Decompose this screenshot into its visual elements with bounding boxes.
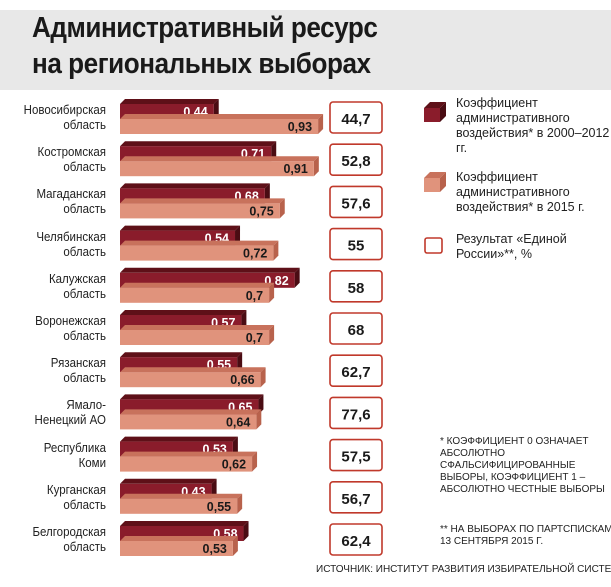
region-label-line-1: Костромская [37,145,106,160]
bar-label-series2: 0,64 [226,415,250,429]
region-label-line-2: Ненецкий АО [34,413,106,428]
region-label-line-1: Воронежская [35,314,106,328]
legend-label-series1: Коэффициент административного воздействи… [456,96,610,155]
result-box [329,396,383,430]
bar-series2 [120,282,275,303]
result-box [329,312,383,345]
region-label: Костромская область [8,145,106,175]
region-label-line-1: Белгородская [32,525,106,539]
region-label: Рязанская область [8,356,106,386]
region-label-line-2: область [63,286,106,301]
chart-title-line-1: Административный ресурс [32,12,378,44]
region-label-line-2: область [63,371,106,386]
result-value: 58 [348,280,365,297]
result-value: 62,7 [341,364,370,381]
region-label: Воронежская область [8,314,106,344]
legend-label-result: Результат «Единой России»**, % [456,232,567,261]
region-label-line-2: область [63,202,106,217]
region-label: Ямало- Ненецкий АО [8,398,106,428]
bar-label-series2: 0,7 [246,289,263,303]
result-box [329,143,383,176]
bar-label-series2: 0,7 [246,331,263,345]
bar-label-series2: 0,66 [230,373,254,387]
region-label-line-1: Республика [43,440,106,455]
region-label: Республика Коми [8,441,106,471]
legend-label-series2: Коэффициент административного воздействи… [456,170,585,214]
result-box [329,480,383,514]
bar-series2 [120,198,285,219]
region-label: Челябинская область [8,230,106,260]
region-label-line-2: область [63,160,106,175]
bar-label-series2: 0,93 [288,120,312,134]
region-label-line-1: Ямало- [66,398,106,413]
bar-series2 [120,367,266,388]
result-value: 57,6 [341,195,370,212]
result-value: 68 [348,322,365,339]
bar-series2 [120,451,258,472]
region-label-line-1: Челябинская [36,229,106,244]
bar-series2 [120,409,262,430]
title-block: Административный ресурс на региональных … [0,0,611,92]
chart-title-line-2: на региональных выборах [32,48,371,80]
result-value: 77,6 [341,406,370,423]
region-label-line-2: область [63,118,106,132]
bar-series2 [120,493,243,514]
result-box [329,269,383,303]
legend-swatch-series1 [424,102,446,122]
source-note: Источник: Институт развития избирательно… [316,564,611,575]
legend-swatch-result [424,237,443,254]
region-label-line-2: область [63,244,106,259]
region-label-line-1: Новосибирская [23,103,106,117]
bar-label-series2: 0,53 [203,542,227,556]
result-value: 57,5 [341,449,370,466]
bar-label-series2: 0,62 [222,458,246,472]
region-label: Курганская область [8,483,106,513]
result-box [329,438,383,472]
region-label-line-2: Коми [78,455,106,470]
bar-label-series2: 0,75 [249,204,273,218]
region-label-line-1: Магаданская [36,187,106,202]
bar-series2 [120,114,324,134]
region-label-line-1: Рязанская [50,356,106,371]
region-label: Калужская область [8,272,106,302]
result-value: 56,7 [341,491,370,508]
legend-swatch-series2 [424,172,446,192]
bar-label-series2: 0,91 [283,162,307,176]
result-box [329,227,383,261]
bar-label-series2: 0,55 [207,500,231,514]
title-background [0,10,611,90]
footnote-2: ** на выборах по партспискам 13 сентября… [440,524,611,547]
bar-series2 [120,536,238,556]
region-label: Магаданская область [8,187,106,217]
region-label: Белгородская область [8,525,106,555]
region-label: Новосибирская область [8,103,106,133]
footnote-1: * коэффициент 0 означает абсолютно сфаль… [440,436,605,495]
bar-series2 [120,325,275,345]
result-value: 52,8 [341,153,370,170]
region-label-line-1: Курганская [46,482,106,497]
region-label-line-2: область [63,329,106,343]
result-value: 62,4 [341,533,371,550]
region-label-line-2: область [63,540,106,554]
bar-series2 [120,240,279,261]
result-value: 44,7 [341,111,370,128]
result-box [329,354,383,388]
result-value: 55 [348,238,365,255]
result-box [329,523,383,556]
bar-series2 [120,156,319,177]
result-box [329,101,383,134]
region-label-line-2: область [63,497,106,512]
bar-label-series2: 0,72 [243,247,267,261]
result-box [329,185,383,219]
region-label-line-1: Калужская [48,271,106,286]
